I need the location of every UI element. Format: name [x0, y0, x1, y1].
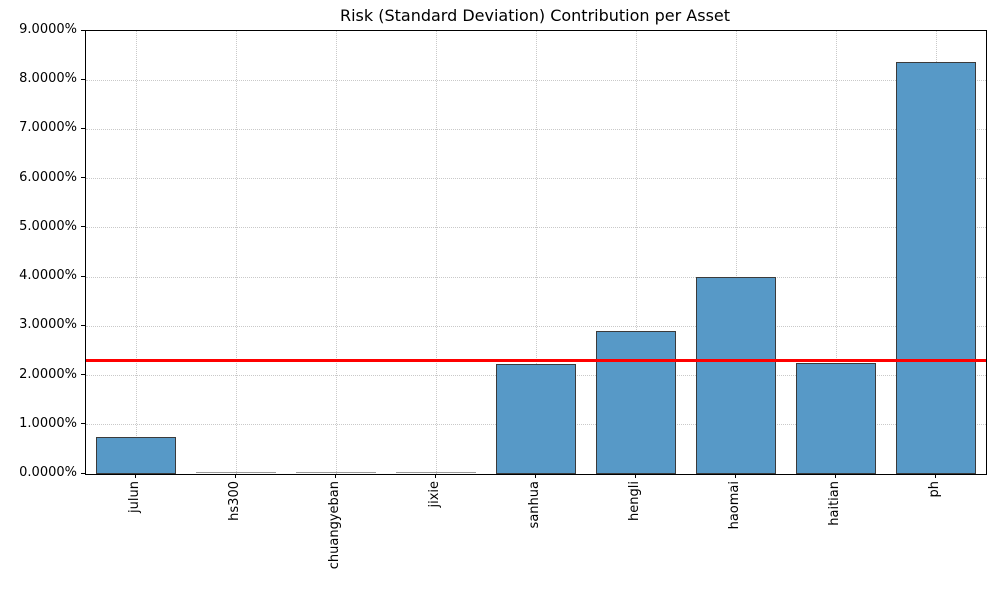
bar-julun [96, 437, 176, 474]
gridline-vertical [135, 31, 137, 474]
bar-chuangyeban [296, 472, 376, 474]
x-tick-label-haitian: haitian [827, 481, 842, 526]
x-tick [834, 474, 836, 478]
y-tick [81, 177, 85, 179]
y-tick [81, 275, 85, 277]
bar-sanhua [496, 363, 576, 474]
gridline-vertical [835, 31, 837, 474]
bar-hs300 [196, 472, 276, 474]
x-tick-label-hengli: hengli [627, 481, 642, 521]
bar-haomai [696, 277, 776, 474]
gridline-horizontal [86, 227, 986, 229]
y-tick-label: 2.0000% [19, 366, 77, 382]
y-tick-label: 5.0000% [19, 218, 77, 234]
x-tick [934, 474, 936, 478]
bar-haitian [796, 362, 876, 474]
bar-hengli [596, 330, 676, 474]
gridline-horizontal [86, 178, 986, 180]
x-tick [234, 474, 236, 478]
y-tick-label: 6.0000% [19, 169, 77, 185]
y-tick [81, 29, 85, 31]
gridline-vertical [235, 31, 237, 474]
x-tick-label-chuangyeban: chuangyeban [327, 481, 342, 570]
gridline-horizontal [86, 276, 986, 278]
gridline-vertical [435, 31, 437, 474]
reference-line [86, 359, 986, 363]
y-tick [81, 226, 85, 228]
y-tick-label: 1.0000% [19, 415, 77, 431]
gridline-vertical [635, 31, 637, 474]
y-tick [81, 78, 85, 80]
x-tick [134, 474, 136, 478]
x-tick-label-julun: julun [127, 481, 142, 513]
plot-area [85, 30, 987, 475]
y-tick-label: 8.0000% [19, 71, 77, 87]
y-tick-label: 0.0000% [19, 465, 77, 480]
y-tick [81, 324, 85, 326]
x-tick [434, 474, 436, 478]
x-tick [534, 474, 536, 478]
y-tick-label: 3.0000% [19, 317, 77, 333]
y-tick-label: 4.0000% [19, 268, 77, 284]
gridline-horizontal [86, 79, 986, 81]
x-tick [334, 474, 336, 478]
x-tick [734, 474, 736, 478]
x-tick-label-ph: ph [927, 481, 942, 498]
x-tick [634, 474, 636, 478]
x-tick-label-sanhua: sanhua [527, 481, 542, 529]
gridline-vertical [535, 31, 537, 474]
gridline-vertical [735, 31, 737, 474]
y-tick-label: 9.0000% [19, 22, 77, 37]
bar-jixie [396, 472, 476, 474]
x-tick-label-hs300: hs300 [227, 481, 242, 521]
y-tick [81, 472, 85, 474]
gridline-horizontal [86, 128, 986, 130]
bar-ph [896, 62, 976, 474]
y-tick [81, 423, 85, 425]
gridline-horizontal [86, 325, 986, 327]
x-tick-label-haomai: haomai [727, 481, 742, 530]
chart-title: Risk (Standard Deviation) Contribution p… [339, 6, 731, 25]
y-tick-label: 7.0000% [19, 120, 77, 136]
y-tick [81, 374, 85, 376]
y-tick [81, 127, 85, 129]
gridline-vertical [335, 31, 337, 474]
x-tick-label-jixie: jixie [427, 481, 442, 508]
